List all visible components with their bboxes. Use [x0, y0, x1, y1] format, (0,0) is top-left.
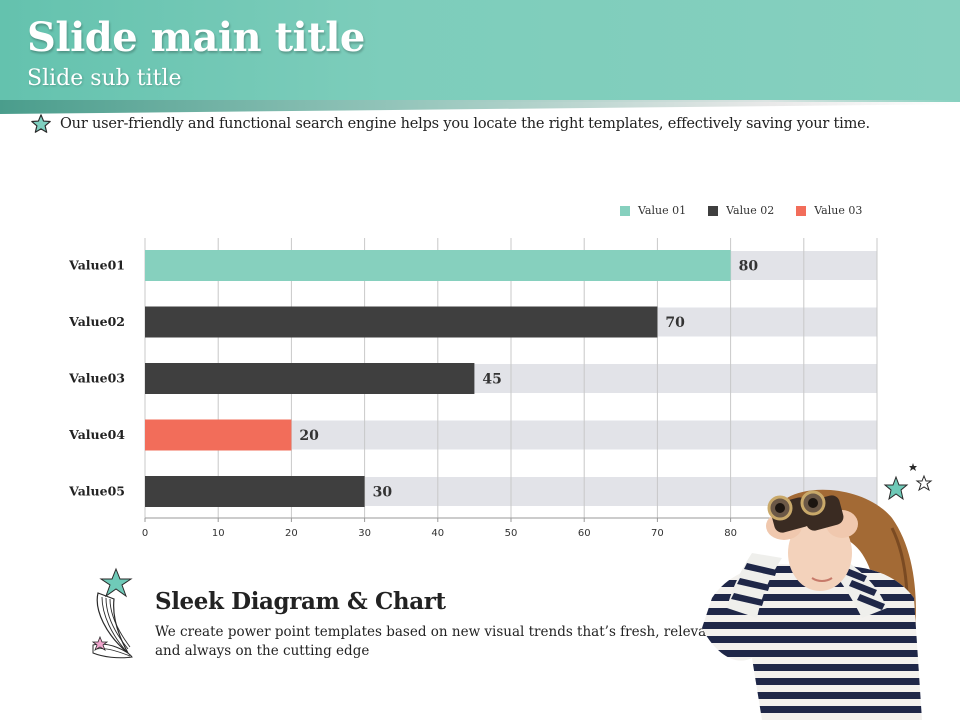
x-tick-label: 80 [724, 528, 737, 539]
x-tick-label: 20 [285, 528, 298, 539]
star-icon [31, 114, 51, 133]
category-label: Value02 [68, 314, 125, 329]
header-band [0, 0, 960, 102]
legend-label: Value 03 [814, 204, 863, 217]
category-label: Value04 [68, 427, 125, 442]
slide-title: Slide main title [27, 14, 365, 61]
stars-icon [883, 463, 933, 501]
bar [145, 363, 475, 394]
category-label: Value01 [68, 258, 125, 273]
bar-chart: Value01 80 Value02 70 Value03 45 Value04 20 Valu… [68, 238, 878, 539]
legend-swatch [708, 205, 719, 216]
footer-text: We create power point templates based on… [155, 624, 721, 659]
bar [145, 306, 658, 338]
data-label: 70 [665, 315, 685, 331]
shooting-star-icon [91, 567, 133, 659]
x-tick-label: 30 [358, 528, 371, 539]
legend-item: Value 01 [620, 204, 686, 217]
data-label: 20 [299, 428, 319, 444]
intro-line: Our user-friendly and functional search … [30, 113, 870, 135]
x-tick-label: 10 [212, 528, 225, 539]
x-tick-label: 40 [431, 528, 444, 539]
bar [145, 250, 731, 281]
data-label: 80 [739, 259, 759, 275]
legend-item: Value 02 [708, 204, 774, 217]
footer-title: Sleek Diagram & Chart [155, 588, 446, 615]
chart-legend: Value 01 Value 02 Value 03 [620, 204, 884, 217]
legend-label: Value 02 [726, 204, 775, 217]
bar [145, 419, 292, 451]
bar [145, 476, 365, 507]
legend-label: Value 01 [638, 204, 687, 217]
data-label: 30 [373, 485, 393, 501]
x-tick-label: 70 [651, 528, 664, 539]
category-label: Value03 [68, 371, 125, 386]
slide-subtitle: Slide sub title [27, 66, 182, 91]
legend-swatch [620, 205, 630, 216]
x-tick-label: 0 [142, 528, 148, 539]
x-tick-label: 60 [578, 528, 591, 539]
category-label: Value05 [68, 484, 125, 499]
intro-text: Our user-friendly and functional search … [60, 116, 870, 132]
data-label: 45 [482, 372, 501, 388]
header-shadow [0, 100, 960, 114]
legend-item: Value 03 [796, 204, 862, 217]
legend-swatch [796, 205, 807, 216]
x-tick-label: 50 [505, 528, 518, 539]
girl-with-binoculars-image [702, 489, 922, 720]
